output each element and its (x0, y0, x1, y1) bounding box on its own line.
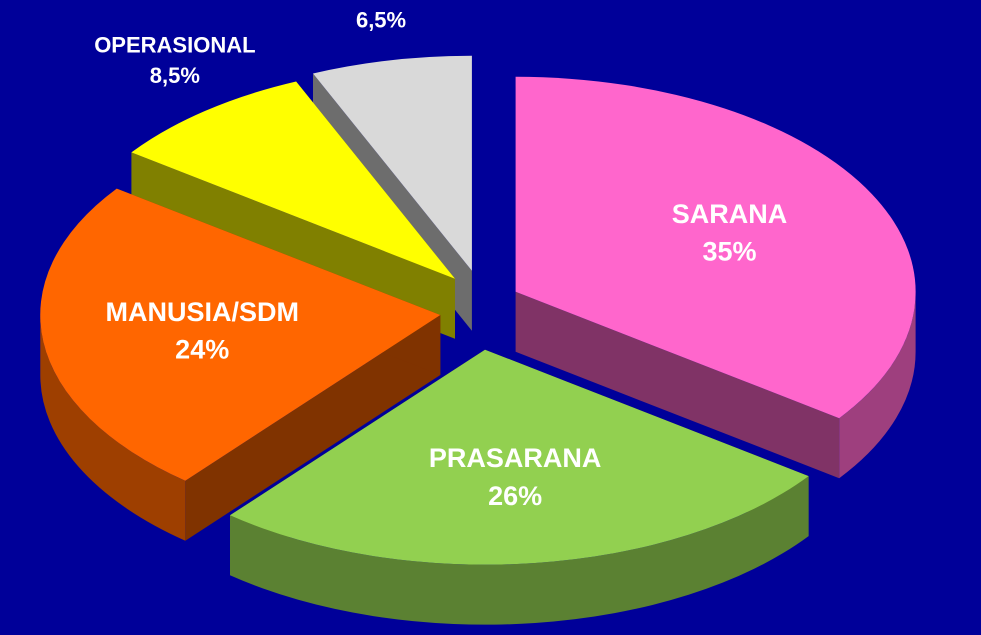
slice (230, 349, 809, 565)
value-label: 6,5% (356, 7, 406, 32)
value-label: 26% (488, 481, 542, 511)
slice-label: PRASARANA (429, 443, 602, 473)
slice-side (515, 291, 840, 479)
slice-wall (839, 291, 916, 479)
slice (131, 81, 455, 279)
value-label: 8,5% (150, 63, 200, 88)
slice-side (185, 315, 441, 541)
slice-label: MANUSIA/SDM (105, 297, 299, 327)
slice (515, 76, 916, 419)
value-label: 24% (175, 335, 229, 365)
slice-wall (230, 476, 809, 625)
slice (313, 55, 472, 271)
slice-label: OPERASIONAL (94, 32, 255, 57)
slice-wall (40, 315, 186, 541)
slice (40, 188, 441, 481)
slice-label: EKSTERNAL (314, 0, 448, 2)
value-label: 35% (702, 237, 756, 267)
slice-label: SARANA (672, 199, 788, 229)
